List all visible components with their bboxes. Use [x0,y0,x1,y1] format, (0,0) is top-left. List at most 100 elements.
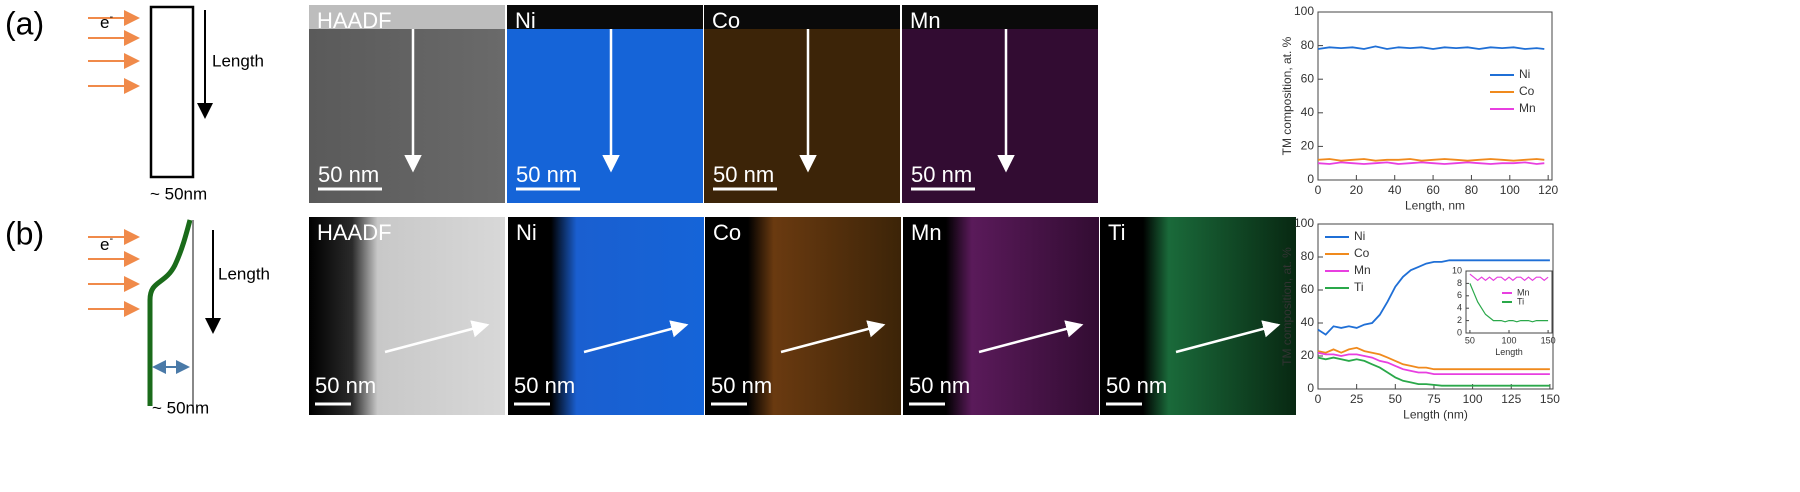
x-tick-label: 75 [1427,392,1441,406]
scan-arrow [780,320,886,354]
length-label: Length [218,264,270,283]
series-line [1317,351,1550,375]
x-tick-label: 125 [1501,392,1521,406]
series-line [1317,45,1545,50]
y-tick-label: 40 [1301,105,1315,119]
length-label: Length [212,51,264,70]
scale-label: 50 nm [1106,373,1167,398]
x-tick-label: 120 [1538,183,1558,197]
image-label: Co [712,8,740,33]
legend-label: Mn [1519,101,1536,115]
electron-label: e- [100,233,113,255]
x-tick-label: 100 [1501,335,1516,345]
y-tick-label: 4 [1457,303,1462,313]
y-tick-label: 60 [1301,71,1315,85]
scale-label: 50 nm [514,373,575,398]
micrograph [1100,217,1296,415]
y-tick-label: 0 [1307,381,1314,395]
micrograph [508,217,704,415]
scan-arrow [583,320,689,354]
y-tick-label: 60 [1301,282,1315,296]
electron: e [100,13,109,32]
y-tick-label: 80 [1301,38,1315,52]
scale-label: 50 nm [713,162,774,187]
y-tick-label: 100 [1294,4,1314,18]
image-label: HAADF [317,8,392,33]
line-chart: 0 20 40 60 80 100 0 20 40 60 80 100 120 Length, nm TM … [1280,4,1558,212]
y-tick-label: 0 [1307,172,1314,186]
legend-label: Ni [1354,229,1365,243]
scan-arrow [978,320,1084,354]
y-tick-label: 40 [1301,315,1315,329]
sample-rect [149,5,195,179]
y-tick-label: 0 [1457,327,1462,337]
legend-label: Ti [1517,296,1524,306]
series-line [1469,283,1549,323]
scale-label: 50 nm [315,373,376,398]
y-tick-label: 8 [1457,278,1462,288]
image-label: Ti [1108,220,1126,245]
scan-arrow [1175,320,1281,354]
legend-label: Ni [1519,67,1530,81]
charge: - [109,233,113,245]
y-tick-label: 20 [1301,139,1315,153]
x-tick-label: 0 [1315,392,1322,406]
x-tick-label: 150 [1541,335,1556,345]
x-tick-label: 100 [1500,183,1520,197]
image-label: Co [713,220,741,245]
panel-label: (a) [5,5,44,41]
micrograph [903,217,1099,415]
scale-label: 50 nm [911,162,972,187]
x-tick-label: 100 [1463,392,1483,406]
width-label: ~ 50nm [150,184,207,203]
y-tick-label: 10 [1452,265,1462,275]
image-label: Ni [516,220,537,245]
surface-layer [704,5,900,29]
x-tick-label: 25 [1350,392,1364,406]
legend-label: Mn [1517,287,1530,297]
x-tick-label: 150 [1540,392,1560,406]
series-line [1317,158,1545,162]
y-axis-label: TM composition, at. % [1280,247,1294,366]
panel-label: (b) [5,215,44,251]
y-tick-label: 6 [1457,290,1462,300]
series-line [1317,259,1550,336]
plot-area [1317,11,1553,181]
scale-label: 50 nm [318,162,379,187]
series-line [1469,273,1549,282]
x-axis-label: Length, nm [1405,199,1465,213]
width-label: ~ 50nm [152,398,209,417]
series-line [1317,356,1550,387]
x-tick-label: 60 [1426,183,1440,197]
micrograph [705,217,901,415]
legend-label: Co [1519,84,1535,98]
charge: - [109,11,113,23]
x-tick-label: 0 [1315,183,1322,197]
legend-label: Co [1354,246,1370,260]
x-tick-label: 40 [1388,183,1402,197]
surface-layer [507,5,703,29]
x-tick-label: 80 [1465,183,1479,197]
series-line [1317,346,1550,371]
electron: e [100,235,109,254]
series-line [1317,161,1545,165]
image-label: Mn [910,8,941,33]
image-label: HAADF [317,220,392,245]
legend-label: Mn [1354,263,1371,277]
surface-layer [309,5,505,29]
surface-layer [902,5,1098,29]
beam-arrows [88,10,140,94]
scale-label: 50 nm [711,373,772,398]
y-tick-label: 2 [1457,315,1462,325]
x-tick-label: 20 [1350,183,1364,197]
legend-label: Ti [1354,280,1364,294]
image-label: Mn [911,220,942,245]
micrograph [309,217,505,415]
scale-label: 50 nm [516,162,577,187]
x-tick-label: 50 [1465,335,1475,345]
sample-profile [147,219,193,406]
beam-arrows [88,229,140,317]
scan-arrow [384,320,490,354]
